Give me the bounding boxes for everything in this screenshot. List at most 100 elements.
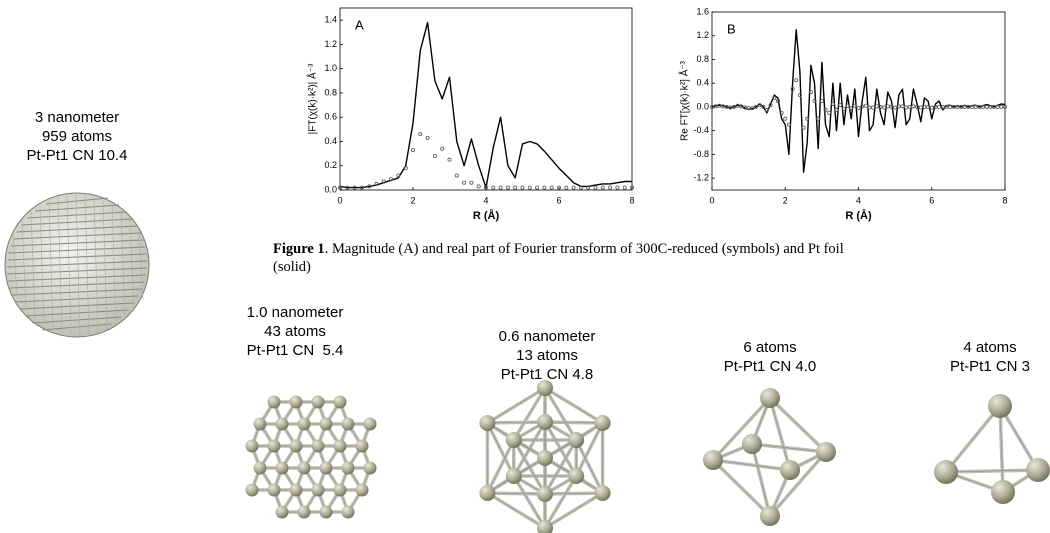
y-axis-label: |FT(χ(k)·k²)| Å⁻³ [306,63,319,134]
label-line: Pt-Pt1 CN 5.4 [205,341,385,360]
atom [298,418,311,431]
x-tick-label: 4 [483,195,488,205]
atom [568,468,584,484]
atom [356,484,369,497]
atom [334,396,347,409]
y-tick-label: 0.2 [324,160,337,170]
atom [342,462,355,475]
x-tick-label: 2 [783,195,788,205]
panel-label: B [727,21,736,36]
atom [595,485,611,501]
data-point [930,106,933,109]
cluster-label: 4 atomsPt-Pt1 CN 3 [900,338,1050,376]
bond-edge [752,444,826,452]
atom [506,432,522,448]
plot-frame [712,12,1005,190]
data-point [543,186,546,189]
data-point [426,136,429,139]
data-point [506,186,509,189]
atom [312,440,325,453]
data-line [340,23,632,188]
y-tick-label: -0.4 [693,125,709,135]
y-tick-label: 1.0 [324,63,337,73]
atom [254,462,267,475]
x-tick-label: 0 [709,195,714,205]
x-tick-label: 6 [556,195,561,205]
data-point [937,105,940,108]
data-point [572,186,575,189]
y-tick-label: 0.8 [696,54,709,64]
data-point [1000,105,1003,108]
atom [506,468,522,484]
atom [1026,458,1050,482]
atom [268,396,281,409]
y-tick-label: 0.6 [324,112,337,122]
data-point [784,117,787,120]
y-tick-label: 1.2 [324,39,337,49]
atom [290,440,303,453]
atom [537,486,553,502]
y-tick-label: 1.6 [696,6,709,16]
y-tick-label: 0.0 [696,101,709,111]
label-line: Pt-Pt1 CN 4.8 [457,365,637,384]
label-line: Pt-Pt1 CN 3 [900,357,1050,376]
data-point [455,174,458,177]
atom [320,506,333,519]
data-point [536,186,539,189]
atom [276,462,289,475]
atom [334,440,347,453]
atom [290,396,303,409]
data-point [894,106,897,109]
y-tick-label: 1.2 [696,30,709,40]
data-point [514,186,517,189]
data-point [857,107,860,110]
data-point [623,186,626,189]
atom [298,462,311,475]
x-tick-label: 0 [337,195,342,205]
data-point [521,186,524,189]
y-tick-label: 0.0 [324,184,337,194]
atom [276,418,289,431]
label-line: 959 atoms [0,127,167,146]
atom [254,418,267,431]
cluster-label: 1.0 nanometer43 atomsPt-Pt1 CN 5.4 [205,303,385,360]
data-point [528,186,531,189]
y-tick-label: -1.2 [693,173,709,183]
data-line [712,30,1005,172]
atom [537,414,553,430]
atom [342,418,355,431]
y-tick-label: 1.4 [324,15,337,25]
label-line: 6 atoms [680,338,860,357]
atom [742,434,762,454]
x-axis-label: R (Å) [845,209,872,222]
data-point [912,105,915,108]
y-tick-label: 0.4 [324,136,337,146]
atom [760,388,780,408]
data-point [601,186,604,189]
page: 0.0 0.2 0.4 0.6 0.8 1.0 1.2 1.4 0 2 4 6 8 R (Å) |FT(χ(… [0,0,1050,533]
atom [312,396,325,409]
atom [334,484,347,497]
data-point [883,106,886,109]
atom [595,415,611,431]
bond-edge [713,398,770,460]
data-point [477,185,480,188]
big-cluster [5,193,149,337]
atom [568,432,584,448]
caption-label: Figure 1 [273,241,325,257]
atom [276,506,289,519]
panel-label: A [355,17,364,32]
atom [760,506,780,526]
label-line: 1.0 nanometer [205,303,385,322]
atom [298,506,311,519]
data-point [609,186,612,189]
atom [312,484,325,497]
atom [703,450,723,470]
y-tick-label: 0.4 [696,78,709,88]
y-tick-label: -0.8 [693,149,709,159]
bond-edge [946,406,1000,472]
atom [364,462,377,475]
x-tick-label: 8 [1002,195,1007,205]
label-line: 4 atoms [900,338,1050,357]
